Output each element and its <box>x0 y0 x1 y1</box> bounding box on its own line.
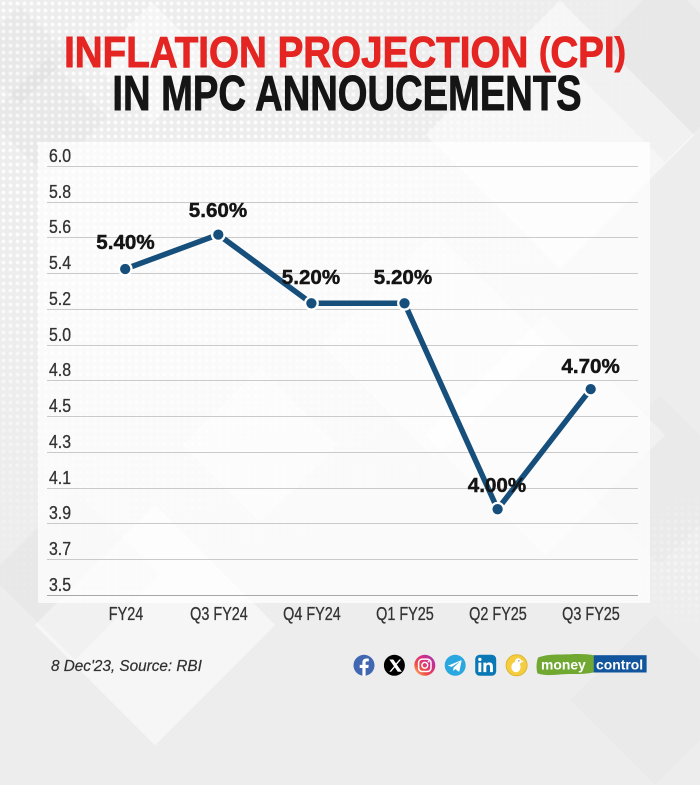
svg-text:control: control <box>596 656 643 672</box>
svg-text:money: money <box>541 656 586 672</box>
